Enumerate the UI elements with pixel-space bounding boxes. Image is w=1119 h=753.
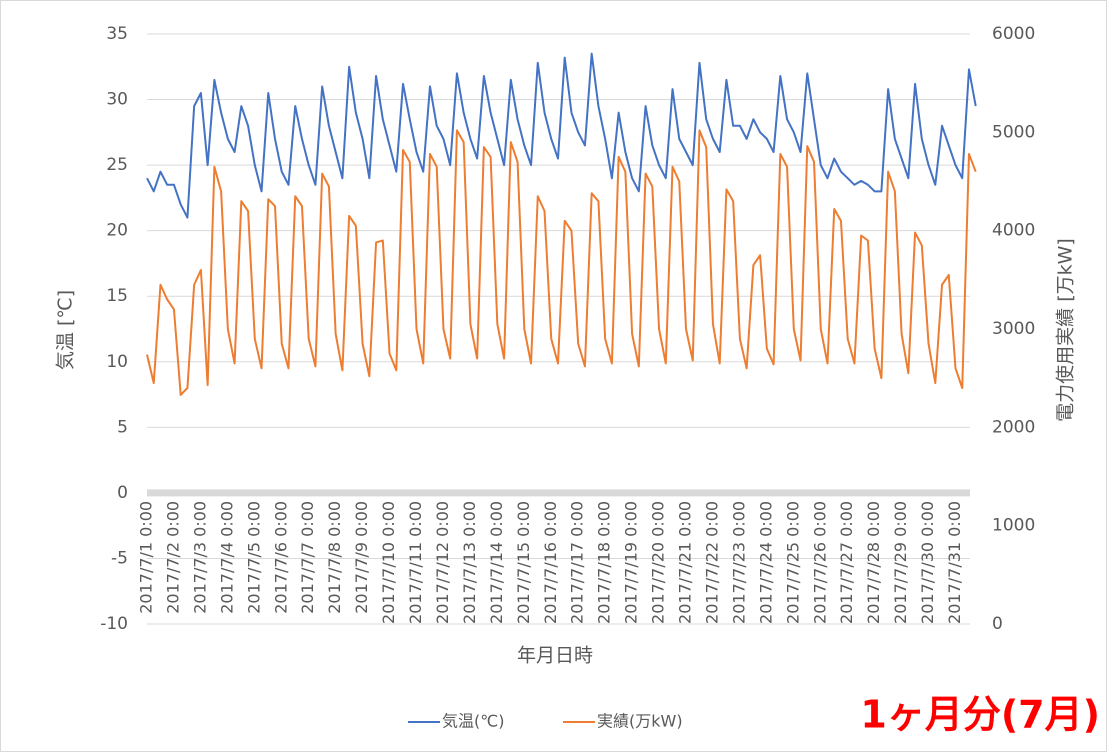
y-axis-title: 気温 [℃] [55, 290, 77, 370]
x-tick-label: 2017/7/7 0:00 [298, 501, 317, 614]
y-tick-label: 20 [106, 221, 128, 241]
y2-tick-label: 2000 [992, 417, 1035, 437]
x-tick-label: 2017/7/12 0:00 [433, 501, 452, 624]
x-tick-label: 2017/7/10 0:00 [379, 501, 398, 624]
x-tick-label: 2017/7/6 0:00 [271, 501, 290, 614]
x-tick-label: 2017/7/13 0:00 [460, 501, 479, 624]
y2-axis-title: 電力使用実績 [万kW] [1055, 238, 1077, 422]
annotation: 1ヶ月分(7月) [860, 693, 1100, 737]
x-tick-label: 2017/7/1 0:00 [137, 501, 156, 614]
y-tick-label: 30 [106, 90, 128, 110]
x-tick-label: 2017/7/15 0:00 [514, 501, 533, 624]
x-tick-label: 2017/7/28 0:00 [864, 501, 883, 624]
x-tick-label: 2017/7/17 0:00 [568, 501, 587, 624]
x-tick-label: 2017/7/2 0:00 [163, 501, 182, 614]
y-tick-label: -10 [100, 614, 128, 634]
legend-label: 気温(℃) [442, 712, 504, 731]
x-tick-label: 2017/7/22 0:00 [702, 501, 721, 624]
x-tick-label: 2017/7/26 0:00 [810, 501, 829, 624]
x-tick-label: 2017/7/30 0:00 [918, 501, 937, 624]
x-tick-label: 2017/7/23 0:00 [729, 501, 748, 624]
x-tick-label: 2017/7/29 0:00 [891, 501, 910, 624]
y2-tick-label: 0 [992, 614, 1003, 634]
y2-tick-label: 3000 [992, 319, 1035, 339]
series-line [146, 129, 977, 396]
y-tick-label: 15 [106, 286, 128, 306]
x-tick-label: 2017/7/11 0:00 [406, 501, 425, 624]
x-tick-label: 2017/7/31 0:00 [945, 501, 964, 624]
x-tick-label: 2017/7/24 0:00 [756, 501, 775, 624]
x-tick-label: 2017/7/4 0:00 [217, 501, 236, 614]
x-tick-label: 2017/7/27 0:00 [837, 501, 856, 624]
x-tick-label: 2017/7/9 0:00 [352, 501, 371, 614]
y-tick-label: 35 [106, 24, 128, 44]
y2-tick-label: 6000 [992, 24, 1035, 44]
x-tick-label: 2017/7/19 0:00 [622, 501, 641, 624]
x-tick-label: 2017/7/20 0:00 [649, 501, 668, 624]
y-tick-label: 10 [106, 352, 128, 372]
x-tick-label: 2017/7/18 0:00 [595, 501, 614, 624]
x-tick-label: 2017/7/25 0:00 [783, 501, 802, 624]
x-tick-label: 2017/7/14 0:00 [487, 501, 506, 624]
y-tick-label: 5 [117, 417, 128, 437]
series-line [146, 52, 977, 219]
y2-tick-label: 1000 [992, 516, 1035, 536]
x-tick-label: 2017/7/5 0:00 [244, 501, 263, 614]
x-tick-label: 2017/7/21 0:00 [676, 501, 695, 624]
y-tick-label: -5 [111, 548, 128, 568]
y2-tick-label: 4000 [992, 221, 1035, 241]
x-tick-label: 2017/7/16 0:00 [541, 501, 560, 624]
x-tick-label: 2017/7/8 0:00 [325, 501, 344, 614]
y2-tick-label: 5000 [992, 122, 1035, 142]
y-tick-label: 0 [117, 483, 128, 503]
x-axis-title: 年月日時 [517, 645, 593, 667]
legend-label: 実績(万kW) [597, 712, 683, 731]
x-tick-label: 2017/7/3 0:00 [190, 501, 209, 614]
y-tick-label: 25 [106, 155, 128, 175]
